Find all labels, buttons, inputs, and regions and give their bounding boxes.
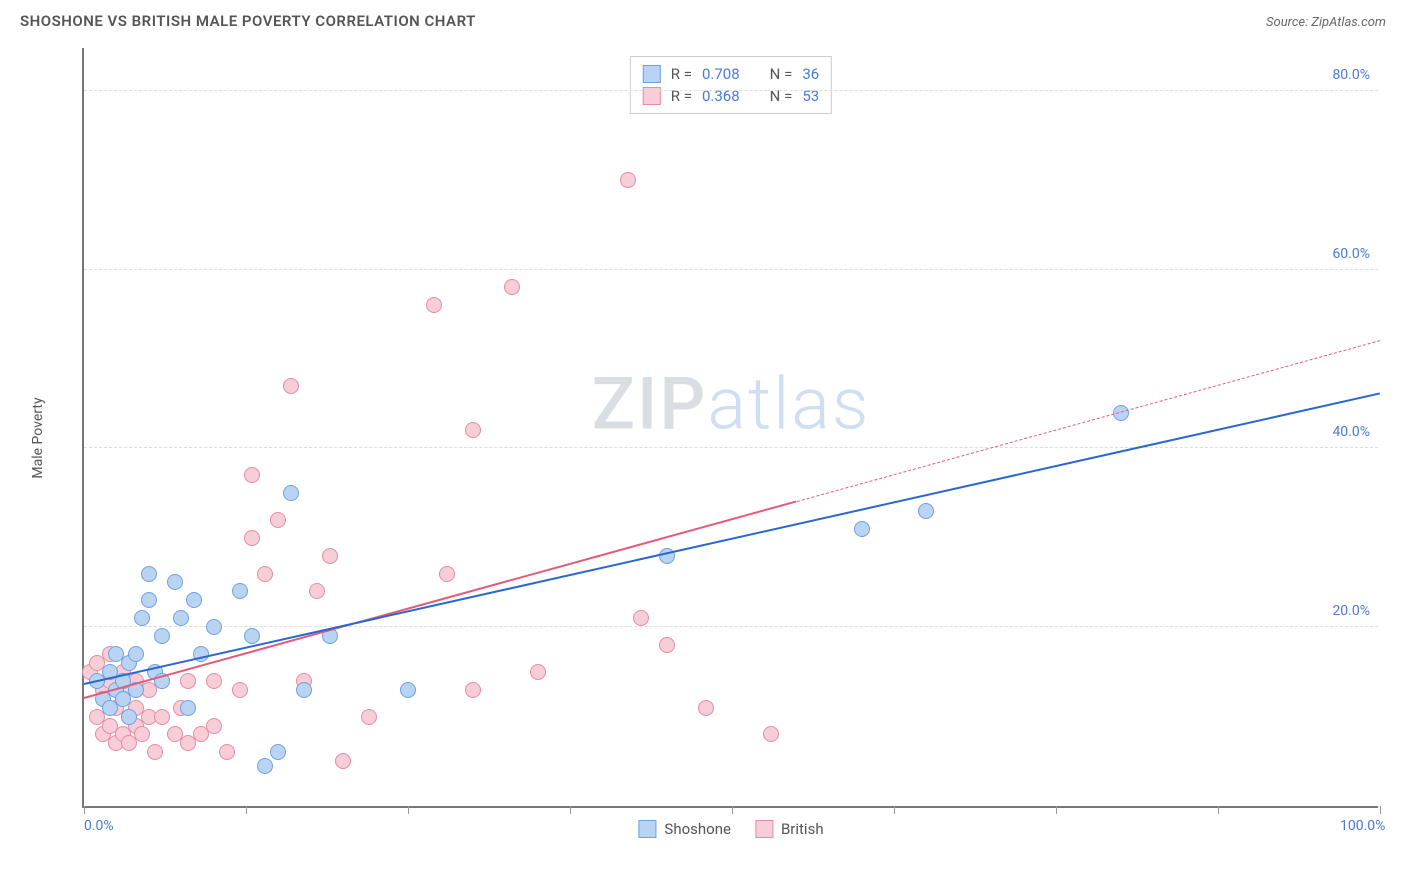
gridline [84,90,1378,91]
data-point-british [219,744,235,760]
watermark-zip: ZIP [592,362,708,447]
data-point-british [257,566,273,582]
data-point-british [134,726,150,742]
data-point-british [206,718,222,734]
y-axis-label: Male Poverty [30,397,46,478]
x-tick [246,806,247,814]
gridline [84,447,1378,448]
data-point-british [465,682,481,698]
data-point-shoshone [134,610,150,626]
n-label: N = [770,65,793,83]
legend-item-shoshone: Shoshone [638,820,731,838]
data-point-shoshone [141,566,157,582]
stats-legend: R = 0.708 N = 36 R =0.368N =53 [630,56,832,114]
x-axis-label: 100.0% [1340,818,1385,834]
y-tick-label: 40.0% [1332,424,1370,440]
gridline [84,269,1378,270]
data-point-british [322,548,338,564]
chart-container: Male Poverty ZIPatlas R =0.708N =36R =0.… [48,48,1386,828]
data-point-shoshone [283,485,299,501]
watermark-atlas: atlas [707,362,870,447]
data-point-shoshone [167,574,183,590]
data-point-british [270,512,286,528]
data-point-british [180,673,196,689]
data-point-british [206,673,222,689]
data-point-shoshone [173,610,189,626]
data-point-shoshone [400,682,416,698]
data-point-british [335,753,351,769]
data-point-british [659,637,675,653]
y-tick-label: 80.0% [1332,67,1370,83]
legend-item-british: British [755,820,824,838]
x-tick [1218,806,1219,814]
x-tick [570,806,571,814]
data-point-british [530,664,546,680]
x-tick [732,806,733,814]
data-point-british [763,726,779,742]
data-point-shoshone [244,628,260,644]
data-point-british [147,744,163,760]
regression-line [797,340,1380,502]
data-point-british [283,378,299,394]
r-label: R = [671,65,692,83]
data-point-british [232,682,248,698]
data-point-british [361,709,377,725]
data-point-shoshone [180,700,196,716]
x-tick [1380,806,1381,814]
data-point-british [244,467,260,483]
y-tick-label: 20.0% [1332,603,1370,619]
data-point-shoshone [121,709,137,725]
stats-row-shoshone: R = 0.708 N = 36 [643,63,819,85]
source-attribution: Source: ZipAtlas.com [1266,15,1386,30]
x-axis-label: 0.0% [84,818,114,834]
data-point-shoshone [270,744,286,760]
data-point-shoshone [154,628,170,644]
data-point-british [244,530,260,546]
data-point-shoshone [257,758,273,774]
data-point-british [426,297,442,313]
data-point-shoshone [296,682,312,698]
plot-area: ZIPatlas R =0.708N =36R =0.368N =53 Shos… [82,48,1378,808]
n-value: 36 [802,65,819,83]
data-point-british [309,583,325,599]
y-tick-label: 60.0% [1332,246,1370,262]
series-legend: Shoshone British [638,820,823,838]
gridline [84,626,1378,627]
legend-swatch [638,820,656,838]
x-tick [408,806,409,814]
x-tick [84,806,85,814]
chart-title: SHOSHONE VS BRITISH MALE POVERTY CORRELA… [20,12,476,30]
watermark: ZIPatlas [592,362,871,447]
data-point-shoshone [141,592,157,608]
legend-label: British [781,820,824,838]
data-point-british [504,279,520,295]
data-point-british [439,566,455,582]
data-point-shoshone [186,592,202,608]
data-point-british [465,422,481,438]
x-tick [1056,806,1057,814]
data-point-british [633,610,649,626]
legend-swatch [755,820,773,838]
data-point-shoshone [206,619,222,635]
r-value: 0.708 [702,65,740,83]
data-point-shoshone [918,503,934,519]
legend-label: Shoshone [664,820,731,838]
regression-line [84,393,1380,686]
legend-swatch [643,65,661,83]
stats-row-british: R =0.368N =53 [643,85,819,107]
data-point-british [620,172,636,188]
data-point-shoshone [128,646,144,662]
data-point-shoshone [854,521,870,537]
data-point-british [698,700,714,716]
x-tick [894,806,895,814]
data-point-british [154,709,170,725]
data-point-shoshone [232,583,248,599]
